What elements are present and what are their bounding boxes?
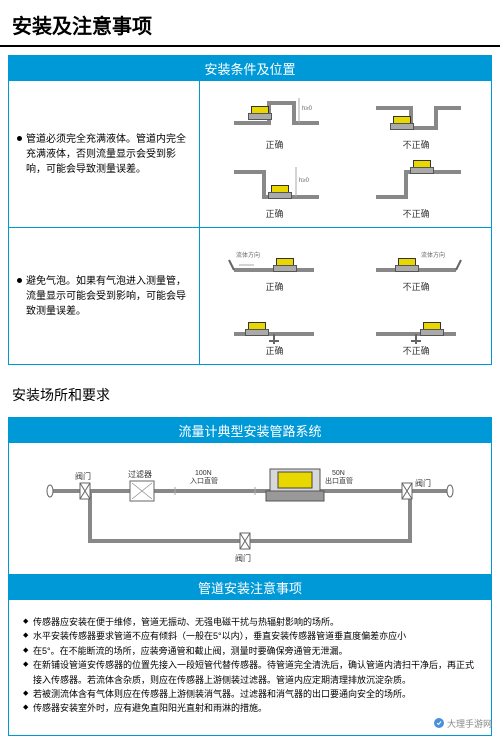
diagram-r2c2: 流体方向 不正确 bbox=[345, 232, 487, 296]
svg-text:h≥0: h≥0 bbox=[299, 178, 310, 184]
svg-text:出口直管: 出口直管 bbox=[325, 476, 353, 485]
svg-text:100N: 100N bbox=[195, 470, 212, 477]
section3-header: 管道安装注意事项 bbox=[9, 575, 491, 600]
diagram-r1c1: h≥0 正确 bbox=[204, 85, 346, 154]
svg-text:阀门: 阀门 bbox=[75, 471, 91, 481]
svg-text:流体方向: 流体方向 bbox=[421, 251, 445, 259]
notes-list: 传感器应安装在便于维修，管道无振动、无强电磁干扰与热辐射影响的场所。 水平安装传… bbox=[9, 609, 491, 726]
diagram-r1c3: h≥0 正确 bbox=[204, 154, 346, 223]
note-item: 在5°。在不能断流的场所，应装旁通管和截止阀，测量时要确保旁通管无泄漏。 bbox=[23, 644, 477, 658]
svg-text:50N: 50N bbox=[332, 470, 345, 477]
watermark: 大理手游网 bbox=[433, 717, 492, 730]
svg-text:h≥0: h≥0 bbox=[302, 106, 313, 112]
note-item: 传感器应安装在便于维修，管道无振动、无强电磁干扰与热辐射影响的场所。 bbox=[23, 615, 477, 629]
svg-text:过滤器: 过滤器 bbox=[128, 469, 152, 479]
section1-header: 安装条件及位置 bbox=[9, 56, 491, 81]
section-system: 流量计典型安装管路系统 阀门 过滤器 100N入口直管 50N出口直管 阀门 阀… bbox=[8, 417, 492, 575]
note-item: 若被测流体含有气体则应在传感器上游侧装消气器。过滤器和消气器的出口要通向安全的场… bbox=[23, 687, 477, 701]
subtitle: 安装场所和要求 bbox=[0, 373, 500, 409]
row-air-bubble: 避免气泡。如果有气泡进入测量管，流量显示可能会受到影响，可能会导致测量误差。 流… bbox=[9, 228, 491, 364]
section2-header: 流量计典型安装管路系统 bbox=[9, 418, 491, 443]
diagram-r2c4: 不正确 bbox=[345, 296, 487, 360]
diagram-r1c4: 不正确 bbox=[345, 154, 487, 223]
row2-text: 避免气泡。如果有气泡进入测量管，流量显示可能会受到影响，可能会导致测量误差。 bbox=[26, 274, 191, 319]
diagram-r2c3: 正确 bbox=[204, 296, 346, 360]
note-item: 在新铺设管道安传感器的位置先接入一段短管代替传感器。待管道完全清洗后，确认管道内… bbox=[23, 658, 477, 687]
svg-text:阀门: 阀门 bbox=[415, 478, 431, 488]
svg-text:入口直管: 入口直管 bbox=[190, 476, 218, 485]
svg-text:流体方向: 流体方向 bbox=[236, 251, 260, 259]
piping-diagram: 阀门 过滤器 100N入口直管 50N出口直管 阀门 阀门 bbox=[9, 443, 491, 574]
svg-text:阀门: 阀门 bbox=[235, 553, 251, 563]
diagram-r2c1: 流体方向 正确 bbox=[204, 232, 346, 296]
row-full-pipe: 管道必须完全充满液体。管道内完全充满液体，否则流量显示会受到影响，可能会导致测量… bbox=[9, 81, 491, 228]
diagram-r1c2: 不正确 bbox=[345, 85, 487, 154]
section-conditions: 安装条件及位置 管道必须完全充满液体。管道内完全充满液体，否则流量显示会受到影响… bbox=[8, 55, 492, 365]
row1-text: 管道必须完全充满液体。管道内完全充满液体，否则流量显示会受到影响，可能会导致测量… bbox=[26, 132, 191, 177]
section-notes: 管道安装注意事项 传感器应安装在便于维修，管道无振动、无强电磁干扰与热辐射影响的… bbox=[8, 575, 492, 736]
note-item: 水平安装传感器要求管道不应有倾斜（一般在5°以内），垂直安装传感器管道垂直度偏差… bbox=[23, 629, 477, 643]
note-item: 传感器安装室外时，应有避免直阳阳光直射和雨淋的措施。 bbox=[23, 701, 477, 715]
page-title: 安装及注意事项 bbox=[0, 0, 500, 47]
